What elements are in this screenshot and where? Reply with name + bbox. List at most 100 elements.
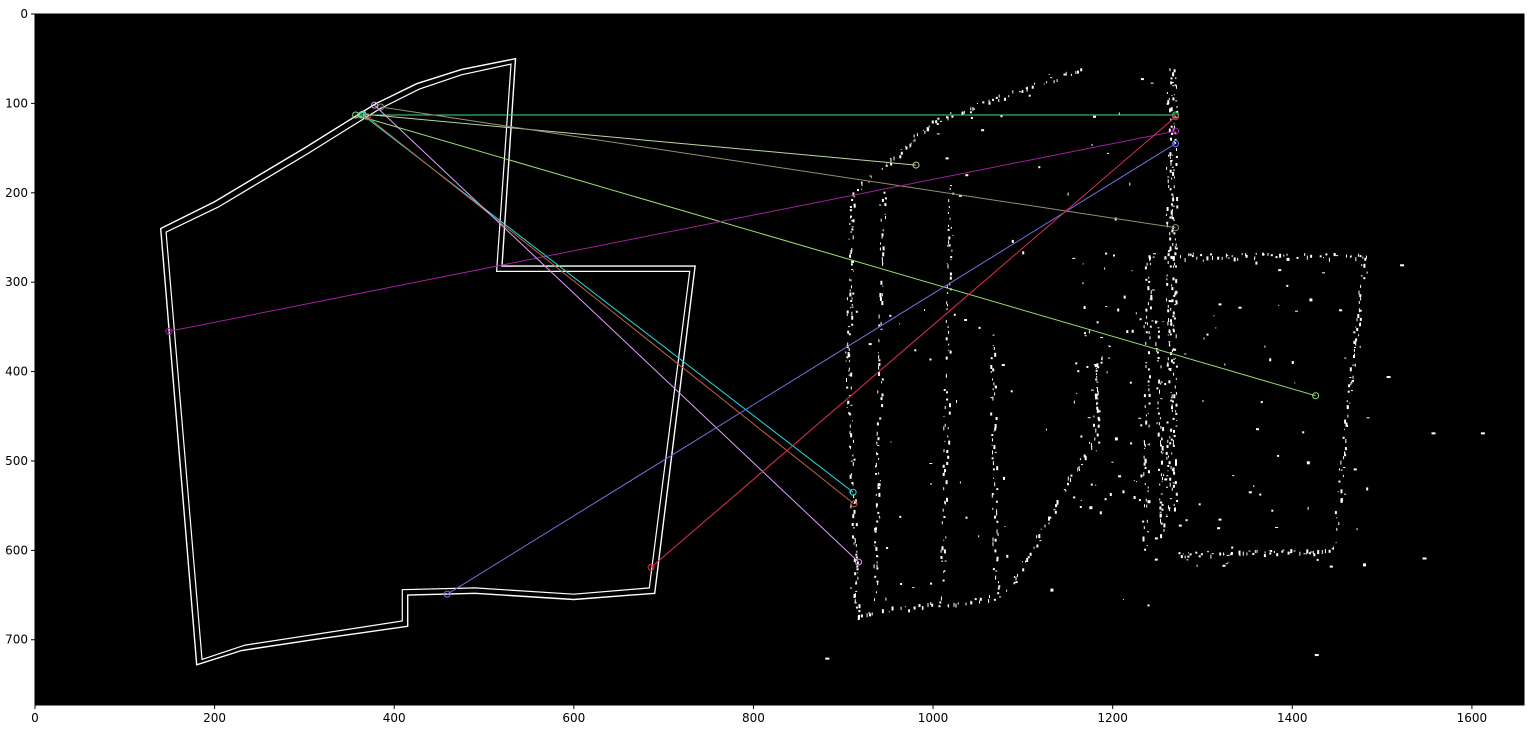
noise-dot <box>1143 394 1146 398</box>
edge-dot <box>856 565 859 568</box>
edge-dot <box>1168 185 1170 188</box>
edge-dot <box>1178 552 1181 555</box>
noise-dot <box>1356 528 1358 531</box>
edge-dot <box>930 602 932 605</box>
noise-dot <box>1111 461 1114 463</box>
noise-dot <box>1255 261 1258 265</box>
noise-dot <box>965 174 969 177</box>
edge-dot <box>996 529 998 534</box>
noise-dot <box>1286 284 1289 287</box>
edge-dot <box>1350 369 1352 371</box>
edge-dot <box>1171 132 1174 135</box>
edge-dot <box>943 539 945 541</box>
edge-dot <box>961 111 964 115</box>
match-lines <box>165 101 1320 598</box>
noise-dot <box>1196 564 1198 567</box>
edge-dot <box>1166 363 1169 367</box>
edge-dot <box>1170 322 1173 326</box>
edge-dot <box>1340 498 1342 503</box>
edge-dot <box>849 307 851 309</box>
edge-dot <box>853 594 856 598</box>
edge-dot <box>991 444 993 446</box>
edge-dot <box>943 516 946 518</box>
edge-dot <box>850 504 852 509</box>
edge-dot <box>1147 531 1149 533</box>
edge-dot <box>880 218 882 222</box>
edge-dot <box>846 356 849 359</box>
edge-dot <box>1321 549 1323 554</box>
edge-dot <box>1159 483 1161 486</box>
edge-dot <box>1148 388 1150 392</box>
noise-dot <box>1353 468 1357 471</box>
edge-dot <box>944 500 946 504</box>
edge-dot <box>846 297 848 301</box>
edge-dot <box>1159 417 1161 420</box>
edge-dot <box>1172 417 1175 420</box>
noise-dot <box>886 547 889 549</box>
edge-dot <box>1328 549 1331 553</box>
edge-dot <box>1187 555 1190 558</box>
noise-dot <box>930 483 932 485</box>
edge-dot <box>875 493 877 496</box>
y-tick-label: 300 <box>5 275 28 289</box>
edge-dot <box>1176 110 1179 113</box>
noise-dot <box>899 323 901 325</box>
edge-dot <box>852 462 854 466</box>
noise-dot <box>1079 506 1082 508</box>
edge-dot <box>1040 528 1042 530</box>
edge-dot <box>999 596 1002 598</box>
edge-dot <box>995 575 997 580</box>
noise-dot <box>1352 379 1354 382</box>
noise-dot <box>1253 485 1255 488</box>
noise-dot <box>1123 295 1126 299</box>
edge-dot <box>857 572 859 574</box>
edge-dot <box>965 602 967 606</box>
edge-dot <box>942 579 945 582</box>
edge-dot <box>1310 254 1313 258</box>
edge-dot <box>848 333 851 336</box>
edge-dot <box>1161 438 1163 441</box>
noise-dot <box>1218 303 1222 306</box>
edge-dot <box>1057 503 1059 506</box>
edge-dot <box>1168 341 1171 343</box>
edge-dot <box>1303 553 1306 555</box>
edge-dot <box>1339 468 1340 471</box>
edge-dot <box>878 339 880 343</box>
edge-dot <box>1168 129 1171 133</box>
edge-dot <box>1171 177 1173 180</box>
edge-dot <box>1055 504 1058 508</box>
edge-dot <box>1036 544 1039 548</box>
edge-dot <box>852 535 854 539</box>
edge-dot <box>995 500 998 503</box>
edge-dot <box>1173 74 1174 76</box>
noise-dot <box>1175 301 1178 305</box>
edge-dot <box>1293 550 1296 552</box>
noise-dot <box>1269 358 1272 362</box>
edge-dot <box>855 556 858 559</box>
edge-dot <box>876 441 878 445</box>
edge-dot <box>851 226 854 228</box>
edge-dot <box>946 398 949 401</box>
edge-dot <box>1264 551 1266 554</box>
edge-dot <box>848 238 850 240</box>
edge-dot <box>849 289 851 292</box>
edge-dot <box>947 455 950 459</box>
edge-dot <box>1182 553 1184 555</box>
edge-dot <box>1173 503 1175 506</box>
edge-dot <box>946 308 948 311</box>
edge-dot <box>1170 392 1172 393</box>
edge-dot <box>974 598 977 601</box>
edge-dot <box>1168 505 1170 510</box>
edge-dot <box>849 413 852 416</box>
noise-dot <box>970 117 973 119</box>
edge-dot <box>1065 71 1067 76</box>
edge-dot <box>1210 554 1212 559</box>
edge-dot <box>881 259 883 263</box>
edge-dot <box>1169 442 1172 445</box>
edge-dot <box>1029 552 1032 556</box>
edge-dot <box>1008 95 1010 98</box>
noise-dot <box>1147 500 1151 504</box>
edge-dot <box>1172 217 1175 220</box>
edge-dot <box>1306 549 1309 554</box>
